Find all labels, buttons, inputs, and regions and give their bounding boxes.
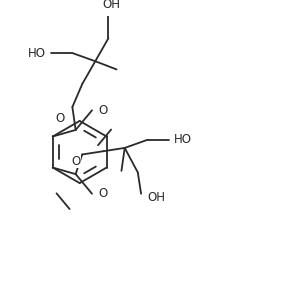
Text: OH: OH xyxy=(148,190,166,204)
Text: HO: HO xyxy=(28,46,46,60)
Text: O: O xyxy=(98,187,107,200)
Text: O: O xyxy=(98,104,107,117)
Text: HO: HO xyxy=(174,133,192,146)
Text: OH: OH xyxy=(103,0,121,10)
Text: O: O xyxy=(71,155,81,167)
Text: O: O xyxy=(55,112,64,125)
